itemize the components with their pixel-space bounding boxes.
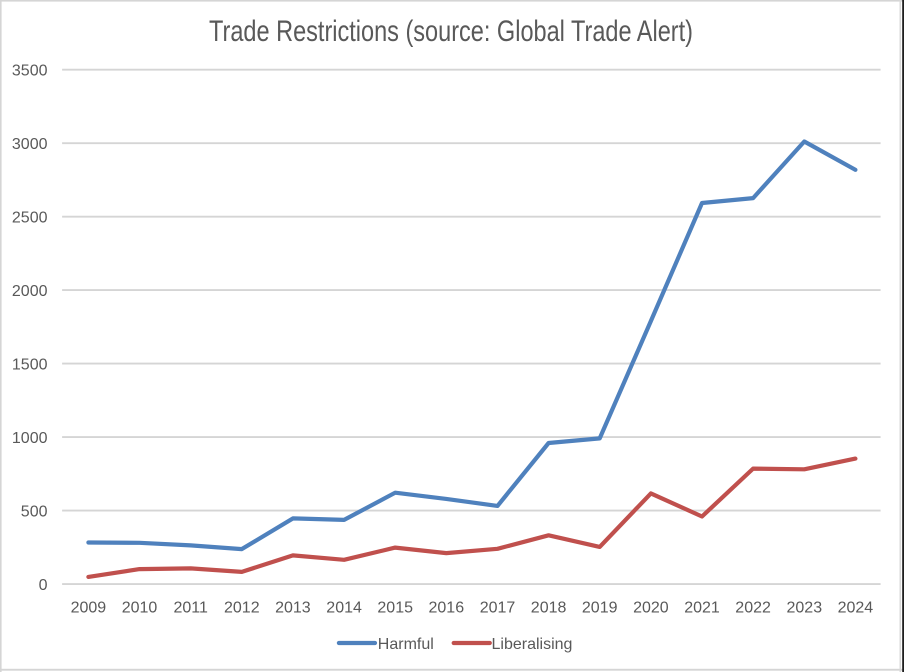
svg-text:2017: 2017 — [480, 600, 516, 617]
svg-text:3500: 3500 — [12, 63, 48, 80]
svg-text:Harmful: Harmful — [378, 636, 434, 653]
svg-text:2014: 2014 — [326, 600, 362, 617]
svg-text:2022: 2022 — [735, 600, 771, 617]
svg-text:1000: 1000 — [12, 430, 48, 447]
svg-text:2023: 2023 — [787, 600, 823, 617]
svg-text:2021: 2021 — [684, 600, 720, 617]
svg-text:2011: 2011 — [173, 600, 208, 617]
svg-text:2020: 2020 — [633, 600, 669, 617]
svg-text:2016: 2016 — [429, 600, 465, 617]
svg-text:Liberalising: Liberalising — [492, 636, 573, 653]
svg-text:1500: 1500 — [12, 357, 48, 374]
svg-text:2500: 2500 — [12, 210, 48, 227]
svg-text:0: 0 — [39, 577, 48, 594]
svg-text:Trade Restrictions (source: Gl: Trade Restrictions (source: Global Trade… — [209, 15, 693, 48]
svg-text:2015: 2015 — [377, 600, 413, 617]
svg-text:3000: 3000 — [12, 136, 48, 153]
svg-text:2000: 2000 — [12, 283, 48, 300]
svg-text:2009: 2009 — [71, 600, 107, 617]
svg-text:500: 500 — [21, 504, 48, 521]
svg-text:2019: 2019 — [582, 600, 618, 617]
svg-text:2010: 2010 — [122, 600, 158, 617]
svg-text:2012: 2012 — [224, 600, 260, 617]
svg-text:2013: 2013 — [275, 600, 311, 617]
svg-text:2018: 2018 — [531, 600, 567, 617]
svg-text:2024: 2024 — [838, 600, 874, 617]
